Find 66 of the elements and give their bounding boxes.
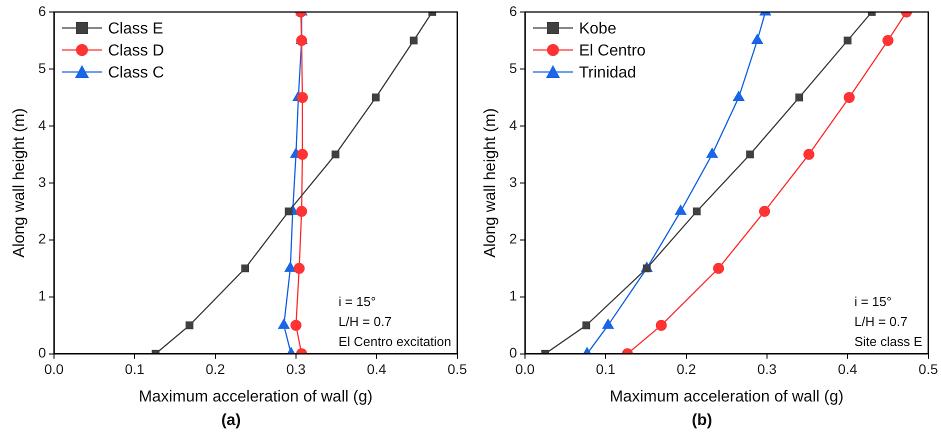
x-tick-label: 0.3: [757, 361, 777, 378]
y-tick-label: 0: [38, 344, 46, 361]
point: [278, 318, 290, 329]
annotation: i = 15°: [338, 294, 376, 309]
x-tick-label: 0.5: [448, 361, 468, 378]
x-tick-label: 0.1: [596, 361, 616, 378]
x-tick-label: 0.0: [515, 361, 535, 378]
point: [372, 94, 380, 102]
legend-label: Trinidad: [578, 64, 636, 82]
y-tick-label: 2: [509, 230, 518, 247]
legend-label: Class E: [108, 20, 164, 38]
x-tick-label: 0.4: [366, 361, 387, 378]
point: [284, 261, 296, 272]
y-tick-label: 3: [38, 174, 46, 190]
point: [844, 36, 852, 44]
y-tick-label: 2: [38, 230, 46, 247]
x-tick-label: 0.1: [124, 361, 145, 378]
point: [674, 204, 687, 215]
point: [746, 150, 754, 158]
point: [713, 262, 724, 274]
x-tick-label: 0.5: [918, 361, 938, 378]
legend-label: Class D: [108, 42, 164, 60]
x-tick-label: 0.2: [206, 361, 226, 378]
annotation: L/H = 0.7: [854, 314, 908, 329]
x-tick-label: 0.3: [286, 361, 306, 378]
legend-label: Class C: [108, 64, 164, 82]
point: [284, 207, 293, 216]
point: [803, 148, 814, 160]
point: [296, 92, 308, 103]
x-tick-label: 0.0: [44, 361, 64, 378]
y-tick-label: 1: [509, 288, 518, 304]
point: [882, 34, 894, 46]
y-tick-label: 0: [509, 344, 518, 361]
legend-label: Kobe: [578, 20, 616, 38]
annotation: El Centro excitation: [338, 334, 452, 349]
y-axis-title: Along wall height (m): [11, 108, 28, 258]
y-tick-label: 1: [38, 288, 46, 304]
point: [294, 262, 305, 274]
y-tick-label: 3: [509, 174, 518, 190]
y-axis-title: Along wall height (m): [482, 108, 500, 258]
text: (a): [221, 412, 241, 429]
legend-label: El Centro: [578, 42, 646, 60]
y-tick-label: 6: [509, 2, 518, 19]
point: [241, 264, 250, 272]
y-tick-label: 4: [38, 116, 46, 133]
point: [759, 206, 770, 217]
point: [602, 318, 614, 329]
text: (b): [692, 412, 712, 429]
point: [692, 207, 701, 216]
y-tick-label: 4: [509, 116, 518, 133]
point: [296, 148, 308, 160]
point: [296, 206, 308, 217]
point: [410, 36, 418, 44]
x-axis-title: Maximum acceleration of wall (g): [610, 388, 844, 406]
point: [795, 94, 804, 102]
point: [844, 92, 855, 103]
y-tick-label: 5: [509, 60, 518, 76]
x-tick-label: 0.2: [676, 361, 696, 378]
y-tick-label: 5: [38, 60, 46, 76]
x-tick-label: 0.4: [838, 361, 858, 378]
annotation: L/H = 0.7: [338, 314, 392, 329]
annotation: Site class E: [854, 334, 923, 349]
x-axis-title: Maximum acceleration of wall (g): [138, 388, 373, 406]
annotation: i = 15°: [854, 294, 892, 309]
point: [332, 150, 340, 158]
y-tick-label: 6: [38, 2, 46, 19]
